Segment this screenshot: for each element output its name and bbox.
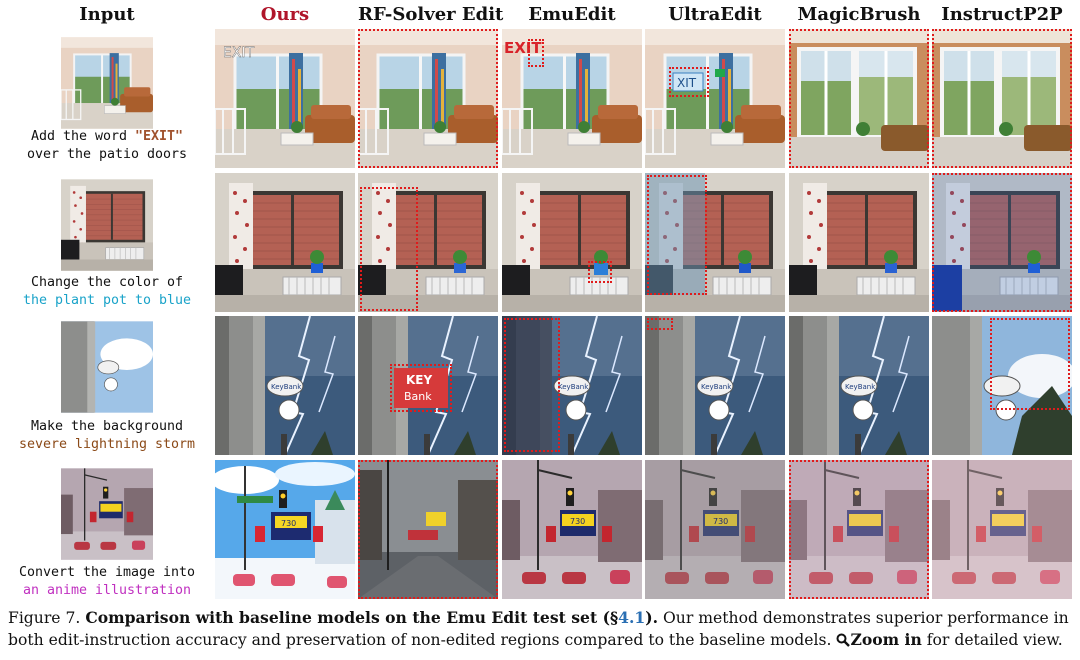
instruction-line-1: Change the color of	[30, 275, 184, 290]
exit-text: EXIT	[223, 45, 255, 61]
caption-body: Our method demonstrates superior perform…	[8, 609, 1069, 649]
figure-label: Figure 7.	[8, 609, 81, 627]
instruction-row-3: Make the background severe lightning sto…	[0, 418, 214, 454]
emuedit-street: 730	[502, 460, 642, 599]
rf-solver-street	[358, 460, 498, 599]
exit-text: EXIT	[504, 39, 542, 57]
sign-text: KeyBank	[845, 383, 876, 391]
sign-text: Bank	[404, 390, 432, 403]
exit-text: XIT	[677, 76, 697, 90]
emuedit-patio: EXIT	[502, 29, 642, 168]
instructp2p-room	[932, 173, 1072, 312]
emuedit-room	[502, 173, 642, 312]
instruction-line-2: over the patio doors	[26, 147, 188, 162]
ultraedit-room	[645, 173, 785, 312]
sign-text: KeyBank	[701, 383, 732, 391]
sign-text: KeyBank	[558, 383, 589, 391]
ultraedit-patio: XIT	[645, 29, 785, 168]
instruction-line-1: Convert the image into	[18, 565, 196, 580]
header-ultraedit: UltraEdit	[668, 4, 762, 25]
ours-building: KeyBank	[215, 316, 355, 455]
caption-title-end: ).	[645, 608, 659, 627]
instructp2p-building	[932, 316, 1072, 455]
zoom-icon	[836, 633, 851, 647]
magicbrush-street	[789, 460, 929, 599]
ultraedit-building: KeyBank	[645, 316, 785, 455]
billboard-text: 730	[713, 517, 728, 526]
header-ours: Ours	[260, 4, 310, 25]
figure-caption: Figure 7. Comparison with baseline model…	[8, 607, 1074, 651]
header-instructp2p: InstructP2P	[941, 4, 1063, 25]
instruction-line-2: an anime illustration	[22, 583, 192, 598]
input-image-room	[61, 179, 153, 271]
instructp2p-patio	[932, 29, 1072, 168]
caption-title: Comparison with baseline models on the E…	[85, 608, 619, 627]
emuedit-building: KeyBank	[502, 316, 642, 455]
sign-text: KEY	[406, 373, 432, 387]
header-magicbrush: MagicBrush	[797, 4, 921, 25]
zoom-in-label: Zoom in	[850, 630, 922, 649]
sign-text: KeyBank	[271, 383, 302, 391]
rf-solver-room	[358, 173, 498, 312]
header-input: Input	[79, 4, 135, 25]
header-emuedit: EmuEdit	[528, 4, 616, 25]
input-image-street	[61, 468, 153, 560]
magicbrush-building: KeyBank	[789, 316, 929, 455]
billboard-text: 730	[281, 519, 296, 528]
instruction-line-2: the plant pot to blue	[22, 293, 192, 308]
instruction-line-1: Make the background	[30, 419, 184, 434]
ours-street: 730	[215, 460, 355, 599]
input-image-patio	[61, 37, 153, 129]
header-rf-solver-edit: RF-Solver Edit	[358, 4, 504, 25]
rf-solver-building: KEY Bank	[358, 316, 498, 455]
instruction-row-4: Convert the image into an anime illustra…	[0, 564, 214, 600]
input-image-building	[61, 321, 153, 413]
instruction-line-2: severe lightning storm	[18, 437, 196, 452]
instruction-line-1: Add the word "EXIT"	[30, 129, 184, 144]
section-ref-link[interactable]: 4.1	[618, 608, 646, 627]
billboard-text: 730	[570, 517, 585, 526]
caption-tail: for detailed view.	[921, 631, 1063, 649]
ultraedit-street: 730	[645, 460, 785, 599]
quoted-word: "EXIT"	[135, 129, 184, 144]
instruction-row-1: Add the word "EXIT" over the patio doors	[0, 128, 214, 164]
ours-room	[215, 173, 355, 312]
instruction-row-2: Change the color of the plant pot to blu…	[0, 274, 214, 310]
magicbrush-patio	[789, 29, 929, 168]
instructp2p-street	[932, 460, 1072, 599]
ours-patio: EXIT	[215, 29, 355, 168]
magicbrush-room	[789, 173, 929, 312]
rf-solver-patio	[358, 29, 498, 168]
